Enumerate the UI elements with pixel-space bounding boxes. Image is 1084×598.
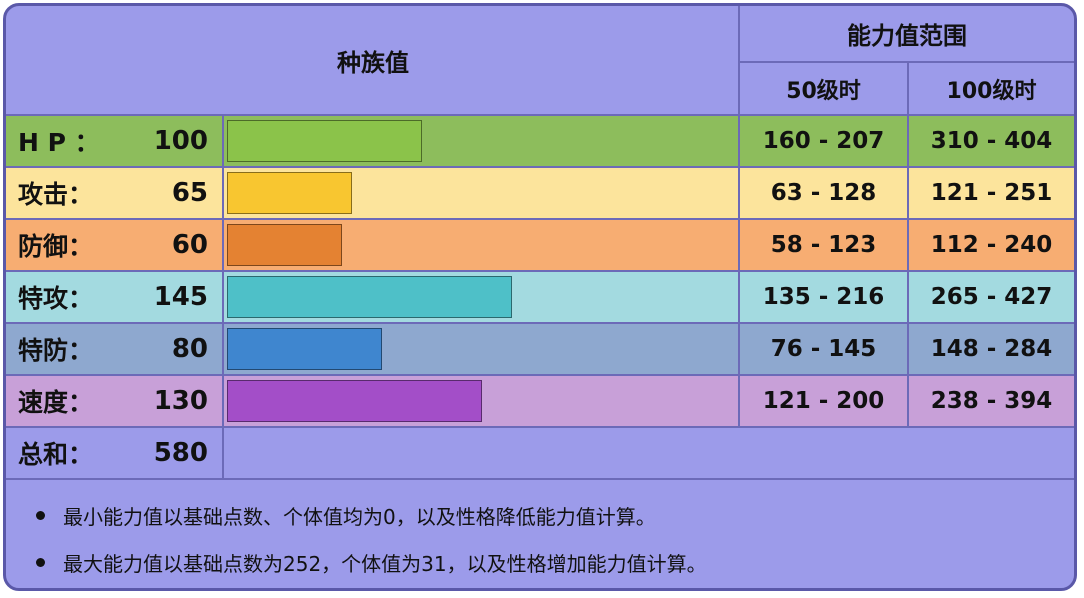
stat-row [6,272,1074,322]
base-stats-header: 种族值 [337,48,409,77]
stat-value: 60 [171,230,208,260]
lv100-range: 121 - 251 [930,180,1053,206]
lv100-range: 310 - 404 [930,128,1053,154]
lv100-range: 112 - 240 [930,232,1053,258]
lv50-range: 58 - 123 [770,232,877,258]
total-value: 580 [153,438,208,468]
stat-label: 攻击： [18,180,94,209]
stat-value: 145 [153,282,208,312]
stat-value: 65 [171,178,208,208]
lv50-range: 76 - 145 [770,336,877,362]
stat-row [6,324,1074,374]
stat-bar [227,328,382,370]
lv50-range: 121 - 200 [762,388,885,414]
stat-label: 防御： [18,232,94,261]
note-max: 最大能力值以基础点数为252，个体值为31，以及性格增加能力值计算。 [36,546,707,578]
stat-value: 100 [153,126,208,156]
stat-row [6,376,1074,426]
lv50-range: 160 - 207 [762,128,885,154]
total-label: 总和： [18,440,94,469]
lv100-range: 265 - 427 [930,284,1053,310]
stat-row [6,116,1074,166]
bullet-icon [36,510,45,520]
note-min-text: 最小能力值以基础点数、个体值均为0，以及性格降低能力值计算。 [63,504,656,529]
note-min: 最小能力值以基础点数、个体值均为0，以及性格降低能力值计算。 [36,499,656,531]
stat-bar [227,276,512,318]
lv50-header: 50级时 [786,78,861,104]
stat-value: 130 [153,386,208,416]
lv100-header: 100级时 [946,78,1037,104]
stat-label: H P ： [18,128,100,157]
stat-value: 80 [171,334,208,364]
stat-row [6,220,1074,270]
lv100-range: 148 - 284 [930,336,1053,362]
lv50-range: 63 - 128 [770,180,877,206]
stat-row [6,168,1074,218]
lv50-range: 135 - 216 [762,284,885,310]
lv100-range: 238 - 394 [930,388,1053,414]
stat-bar [227,172,352,214]
stat-bar [227,120,422,162]
stat-bar [227,224,342,266]
bullet-icon [36,557,45,567]
stat-label: 特攻： [18,284,94,313]
stat-label: 特防： [18,336,94,365]
stat-range-header: 能力值范围 [847,22,967,50]
stat-bar [227,380,482,422]
note-max-text: 最大能力值以基础点数为252，个体值为31，以及性格增加能力值计算。 [63,551,707,576]
stats-table: 种族值 能力值范围 50级时 100级时 H P ： 100 160 - 207 31… [3,3,1077,591]
stat-label: 速度： [18,388,94,417]
